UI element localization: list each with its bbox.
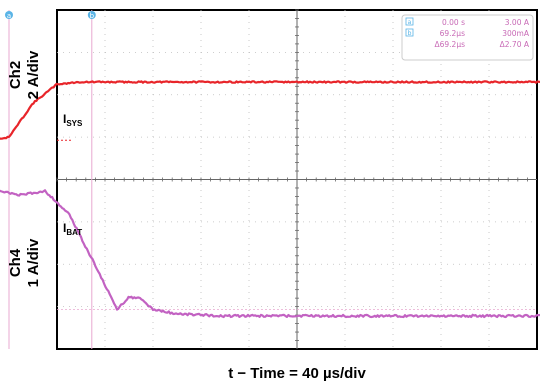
readout-value: 3.00 A: [505, 18, 530, 27]
readout-marker-box: [405, 28, 414, 37]
readout-time: 69.2µs: [440, 29, 465, 38]
readout-marker-box: [405, 17, 414, 26]
top-ylabel-line2: 2 A/div: [25, 50, 42, 99]
readout-marker-b: b: [408, 30, 412, 37]
cursor-marker-a: [5, 11, 13, 19]
isys-trace: [0, 80, 540, 140]
readout-value: Δ2.70 A: [500, 40, 530, 49]
cursor-marker-b: [87, 11, 96, 19]
isys-label: ISYS: [63, 112, 83, 128]
cursor-marker-label-b: b: [90, 12, 95, 20]
grid: [56, 9, 537, 349]
readout-value: 300mA: [502, 29, 530, 38]
readout-time: Δ69.2µs: [434, 40, 465, 49]
cursor-readout: a 0.00 s 3.00 A b 69.2µs 300mA Δ69.2µs Δ2.70 A: [401, 14, 534, 61]
readout-time: 0.00 s: [442, 18, 465, 27]
bottom-ylabel-line2: 1 A/div: [25, 238, 42, 287]
x-axis-label: t − Time = 40 µs/div: [228, 365, 366, 382]
bottom-ylabel-line1: Ch4: [7, 248, 24, 277]
cursor-marker-label-a: a: [7, 12, 11, 20]
traces: [0, 80, 540, 319]
readout-marker-a: a: [408, 19, 412, 26]
ibat-trace: [0, 189, 540, 319]
readout-box: [401, 14, 534, 61]
ibat-label: IBAT: [63, 221, 82, 237]
top-ylabel-line1: Ch2: [7, 61, 24, 89]
